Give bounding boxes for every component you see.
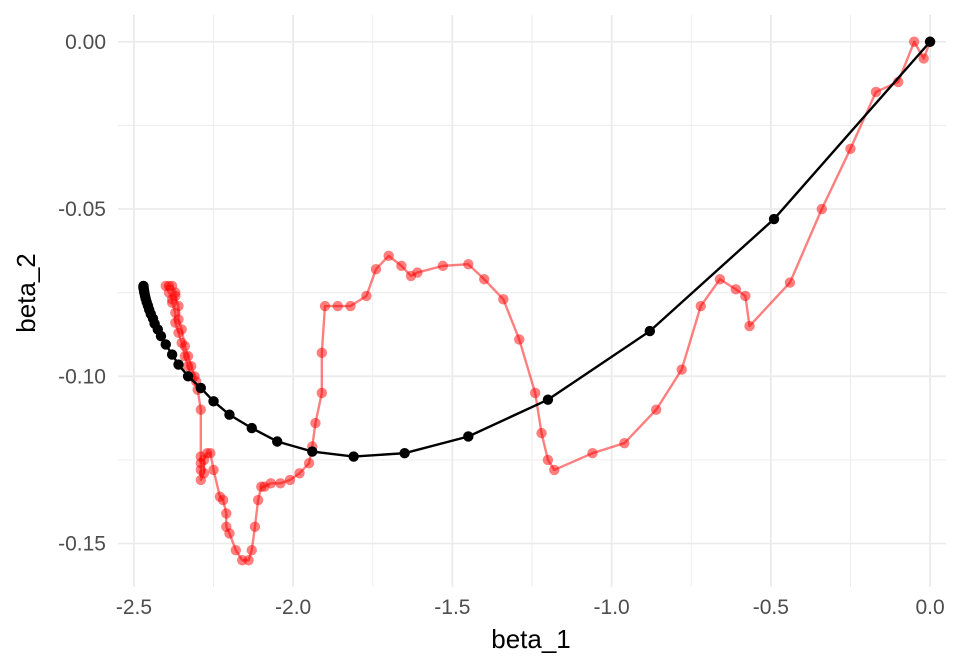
red-series-point xyxy=(370,264,382,275)
red-series-point xyxy=(651,404,662,415)
black-series-point xyxy=(272,436,283,447)
x-tick-label: 0.0 xyxy=(915,596,944,619)
red-series-point xyxy=(214,491,226,502)
x-tick-label: -0.5 xyxy=(753,596,789,619)
black-series-point xyxy=(644,325,656,337)
red-series-point xyxy=(294,468,305,479)
red-series-point xyxy=(237,555,248,566)
red-series-point xyxy=(396,260,407,272)
red-series-point xyxy=(249,521,261,532)
red-series-point xyxy=(173,314,184,325)
red-series-point xyxy=(319,300,331,312)
black-series-point xyxy=(173,359,184,370)
y-axis-title: beta_2 xyxy=(11,253,41,333)
red-series-point xyxy=(345,300,356,312)
black-series-point xyxy=(348,451,359,462)
red-series-point xyxy=(195,474,206,486)
red-series-point xyxy=(208,464,219,476)
major-grid xyxy=(118,15,946,587)
red-series-point xyxy=(714,274,726,285)
x-tick-label: -2.5 xyxy=(116,596,152,619)
black-series-point xyxy=(246,422,257,434)
red-series-point xyxy=(170,290,181,302)
red-series-point xyxy=(619,437,630,449)
red-series-point xyxy=(179,340,191,352)
black-series xyxy=(138,36,936,462)
red-series-point xyxy=(549,464,560,476)
red-series-point xyxy=(730,284,742,295)
x-axis-ticks: -2.5 -2.0 -1.5 -1.0 -0.5 0.0 xyxy=(116,596,945,619)
red-series-point xyxy=(383,250,394,262)
red-series xyxy=(160,36,936,566)
y-tick-label: -0.05 xyxy=(58,198,106,221)
black-series-point xyxy=(307,446,318,457)
red-series-point xyxy=(230,545,242,556)
red-series-point xyxy=(587,447,598,459)
red-series-point xyxy=(195,451,206,462)
black-series-point xyxy=(208,396,219,407)
x-tick-label: -1.0 xyxy=(594,596,630,619)
red-series-point xyxy=(695,300,706,312)
red-series-point xyxy=(332,300,343,312)
red-series-point xyxy=(275,478,286,489)
red-series-point xyxy=(870,86,882,98)
red-series-point xyxy=(479,274,490,285)
black-series-point xyxy=(463,431,474,442)
black-series-point xyxy=(195,382,206,394)
red-series-point xyxy=(284,474,296,486)
red-series-point xyxy=(246,545,257,556)
minor-grid xyxy=(118,15,946,587)
red-series-point xyxy=(740,290,751,302)
black-series-point xyxy=(224,409,235,420)
red-series-point xyxy=(303,458,315,469)
red-series-point xyxy=(676,364,687,375)
black-series-point xyxy=(768,213,780,225)
black-series-point xyxy=(399,447,410,459)
red-series-point xyxy=(195,404,206,415)
black-series-point xyxy=(924,36,936,47)
red-series-point xyxy=(437,260,449,272)
red-series-point xyxy=(361,290,372,302)
red-series-point xyxy=(514,334,525,345)
red-series-point xyxy=(221,521,232,532)
x-axis-title: beta_1 xyxy=(491,624,571,654)
red-series-point xyxy=(816,203,827,215)
red-series-point xyxy=(463,259,474,270)
red-series-point xyxy=(221,508,232,519)
red-series-point xyxy=(918,53,929,64)
red-series-point xyxy=(529,387,541,399)
black-series-point xyxy=(542,394,554,405)
red-series-point xyxy=(186,361,197,372)
red-series-point xyxy=(542,454,554,466)
red-series-point xyxy=(173,300,184,312)
x-tick-label: -2.0 xyxy=(275,596,311,619)
red-series-point xyxy=(536,427,547,439)
red-series-point xyxy=(182,350,194,362)
y-axis-ticks: 0.00 -0.05 -0.10 -0.15 xyxy=(58,31,106,556)
black-series-point xyxy=(138,280,149,292)
red-series-point xyxy=(498,294,509,305)
black-series-point xyxy=(166,349,178,360)
red-series-point xyxy=(908,36,920,47)
y-tick-label: -0.15 xyxy=(58,533,106,556)
y-tick-label: 0.00 xyxy=(65,31,106,54)
red-series-point xyxy=(845,143,856,155)
x-tick-label: -1.5 xyxy=(434,596,470,619)
red-series-point xyxy=(744,320,755,332)
y-tick-label: -0.10 xyxy=(58,365,106,388)
black-series-point xyxy=(160,339,171,350)
red-series-point xyxy=(310,417,321,429)
series-layer xyxy=(138,36,936,566)
black-series-point xyxy=(182,371,194,382)
red-series-point xyxy=(316,387,328,399)
red-series-point xyxy=(176,324,187,335)
red-series-point xyxy=(316,347,328,359)
red-series-point xyxy=(252,494,264,506)
red-series-point xyxy=(256,481,267,492)
red-series-point xyxy=(784,277,796,288)
red-series-point xyxy=(405,270,417,282)
